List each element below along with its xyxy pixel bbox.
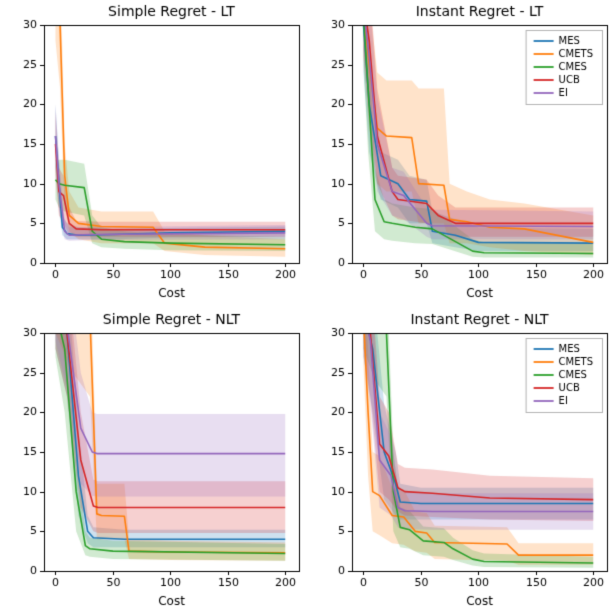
regret-figure bbox=[0, 0, 616, 616]
regret-charts-canvas bbox=[0, 0, 616, 616]
